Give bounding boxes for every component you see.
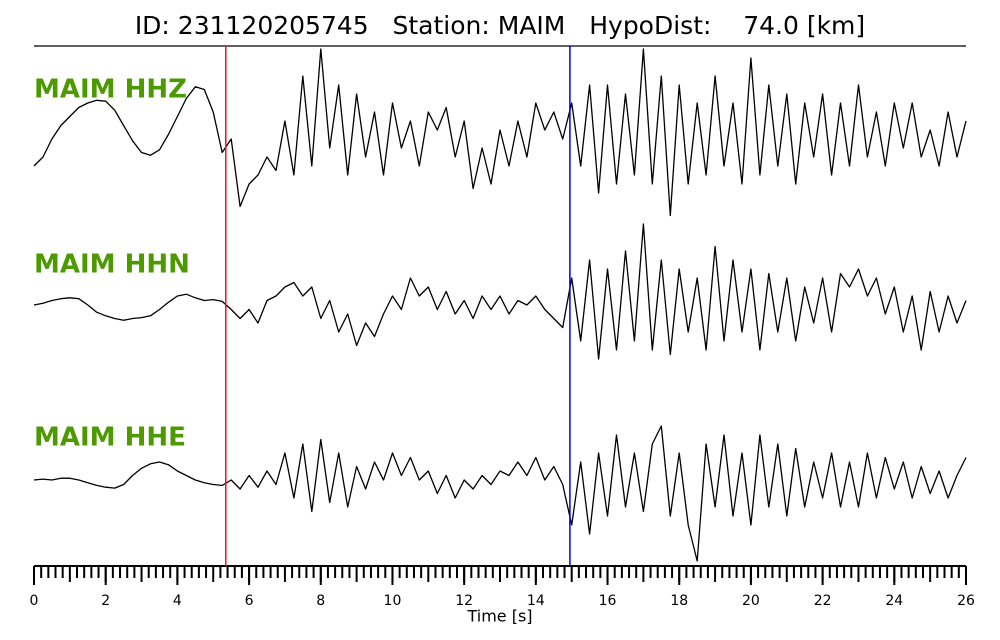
- x-axis-label: Time [s]: [466, 607, 532, 626]
- x-tick-label: 24: [885, 593, 903, 609]
- x-tick-label: 18: [670, 593, 688, 609]
- chart-title: ID: 231120205745 Station: MAIM HypoDist:…: [135, 11, 865, 40]
- trace-label: MAIM HHE: [34, 423, 186, 453]
- x-tick-label: 12: [455, 593, 473, 609]
- x-tick-label: 4: [173, 593, 182, 609]
- trace-label: MAIM HHN: [34, 250, 190, 280]
- x-tick-label: 14: [527, 593, 545, 609]
- trace-label: MAIM HHZ: [34, 75, 187, 105]
- x-tick-label: 16: [599, 593, 617, 609]
- x-tick-label: 20: [742, 593, 760, 609]
- x-tick-label: 8: [316, 593, 325, 609]
- x-tick-label: 2: [101, 593, 110, 609]
- x-tick-label: 0: [30, 593, 39, 609]
- x-tick-label: 26: [957, 593, 975, 609]
- x-tick-label: 22: [814, 593, 832, 609]
- x-tick-label: 6: [245, 593, 254, 609]
- x-tick-label: 10: [384, 593, 402, 609]
- waveform: [33, 425, 967, 562]
- waveform: [33, 48, 967, 217]
- waveform: [33, 223, 967, 360]
